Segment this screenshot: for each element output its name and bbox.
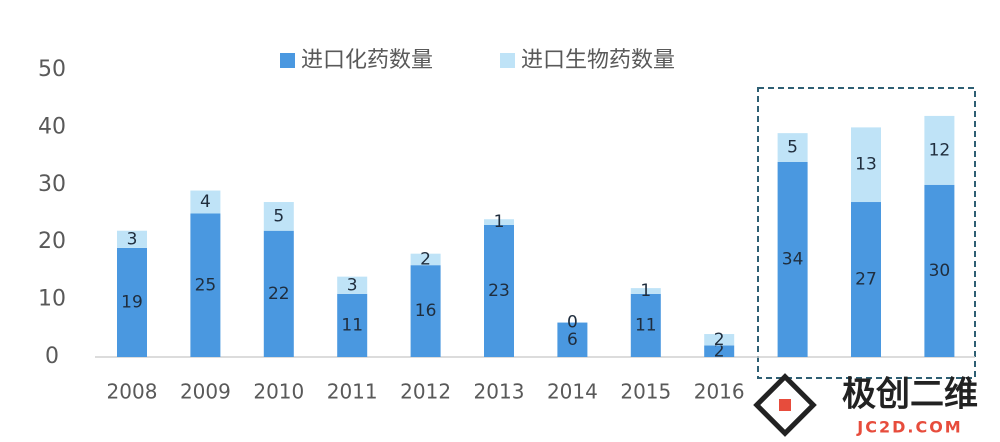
data-label: 5 (273, 206, 284, 226)
bar-segment (263, 230, 294, 357)
legend-label: 进口生物药数量 (521, 48, 675, 73)
data-label: 22 (268, 284, 290, 304)
watermark: 极创二维 JC2D.COM (753, 373, 978, 437)
data-label: 12 (929, 140, 951, 160)
data-label: 11 (635, 315, 657, 335)
bar-segment (557, 322, 588, 357)
bar-segment (337, 276, 368, 294)
bar-segment (924, 184, 955, 357)
bar-segment (777, 133, 808, 162)
bar-segment (484, 219, 514, 225)
data-label: 19 (121, 292, 143, 312)
data-label: 1 (640, 281, 651, 301)
legend-swatch (280, 53, 295, 68)
data-label: 4 (200, 192, 211, 212)
bar-segment (704, 345, 735, 357)
highlight-box (757, 87, 976, 379)
bar-segment (924, 115, 955, 185)
bar-segment (630, 293, 661, 357)
y-tick-label: 50 (38, 57, 66, 82)
x-tick-label: 2010 (253, 380, 304, 404)
bar-segment (263, 202, 294, 231)
x-tick-label: 2016 (694, 380, 745, 404)
x-tick-label: 2008 (107, 380, 158, 404)
x-tick-label: 2009 (180, 380, 231, 404)
data-label: 30 (929, 261, 951, 281)
bar-segment (190, 213, 221, 357)
data-label: 1 (494, 212, 505, 232)
x-tick-label: 2013 (474, 380, 525, 404)
bar-segment (190, 190, 221, 214)
bar-segment (410, 265, 441, 357)
bar-segment (851, 127, 881, 203)
data-label: 27 (855, 270, 877, 290)
bar-segment (484, 224, 514, 357)
data-label: 5 (787, 137, 798, 157)
watermark-title: 极创二维 (842, 375, 978, 415)
legend-swatch (500, 53, 515, 68)
legend-label: 进口化药数量 (301, 48, 433, 73)
data-label: 2 (420, 249, 431, 269)
watermark-icon (779, 399, 791, 411)
y-tick-label: 10 (38, 287, 66, 312)
x-tick-label: 2011 (327, 380, 378, 404)
watermark-url: JC2D.COM (856, 418, 962, 437)
bar-segment (704, 334, 735, 346)
y-tick-label: 20 (38, 229, 66, 254)
bar-segment (777, 161, 808, 357)
data-label: 0 (567, 313, 578, 333)
y-tick-label: 30 (38, 172, 66, 197)
data-label: 25 (195, 275, 217, 295)
y-tick-label: 40 (38, 114, 66, 139)
x-tick-label: 2015 (620, 380, 671, 404)
data-label: 11 (341, 315, 363, 335)
bar-segment (117, 247, 147, 357)
data-label: 2 (714, 330, 725, 350)
x-tick-label: 2012 (400, 380, 451, 404)
bar-segment (851, 202, 881, 357)
data-label: 23 (488, 281, 510, 301)
bar-segment (630, 288, 661, 294)
x-tick-label: 2014 (547, 380, 598, 404)
bar-segment (410, 253, 441, 266)
data-label: 16 (415, 301, 437, 321)
data-label: 2 (714, 341, 725, 361)
data-label: 3 (127, 229, 138, 249)
data-label: 3 (347, 275, 358, 295)
data-label: 13 (855, 155, 877, 175)
bar-segment (117, 230, 147, 248)
data-label: 34 (782, 249, 804, 269)
y-tick-label: 0 (45, 344, 59, 369)
data-label: 6 (567, 330, 578, 350)
bar-segment (337, 293, 368, 357)
